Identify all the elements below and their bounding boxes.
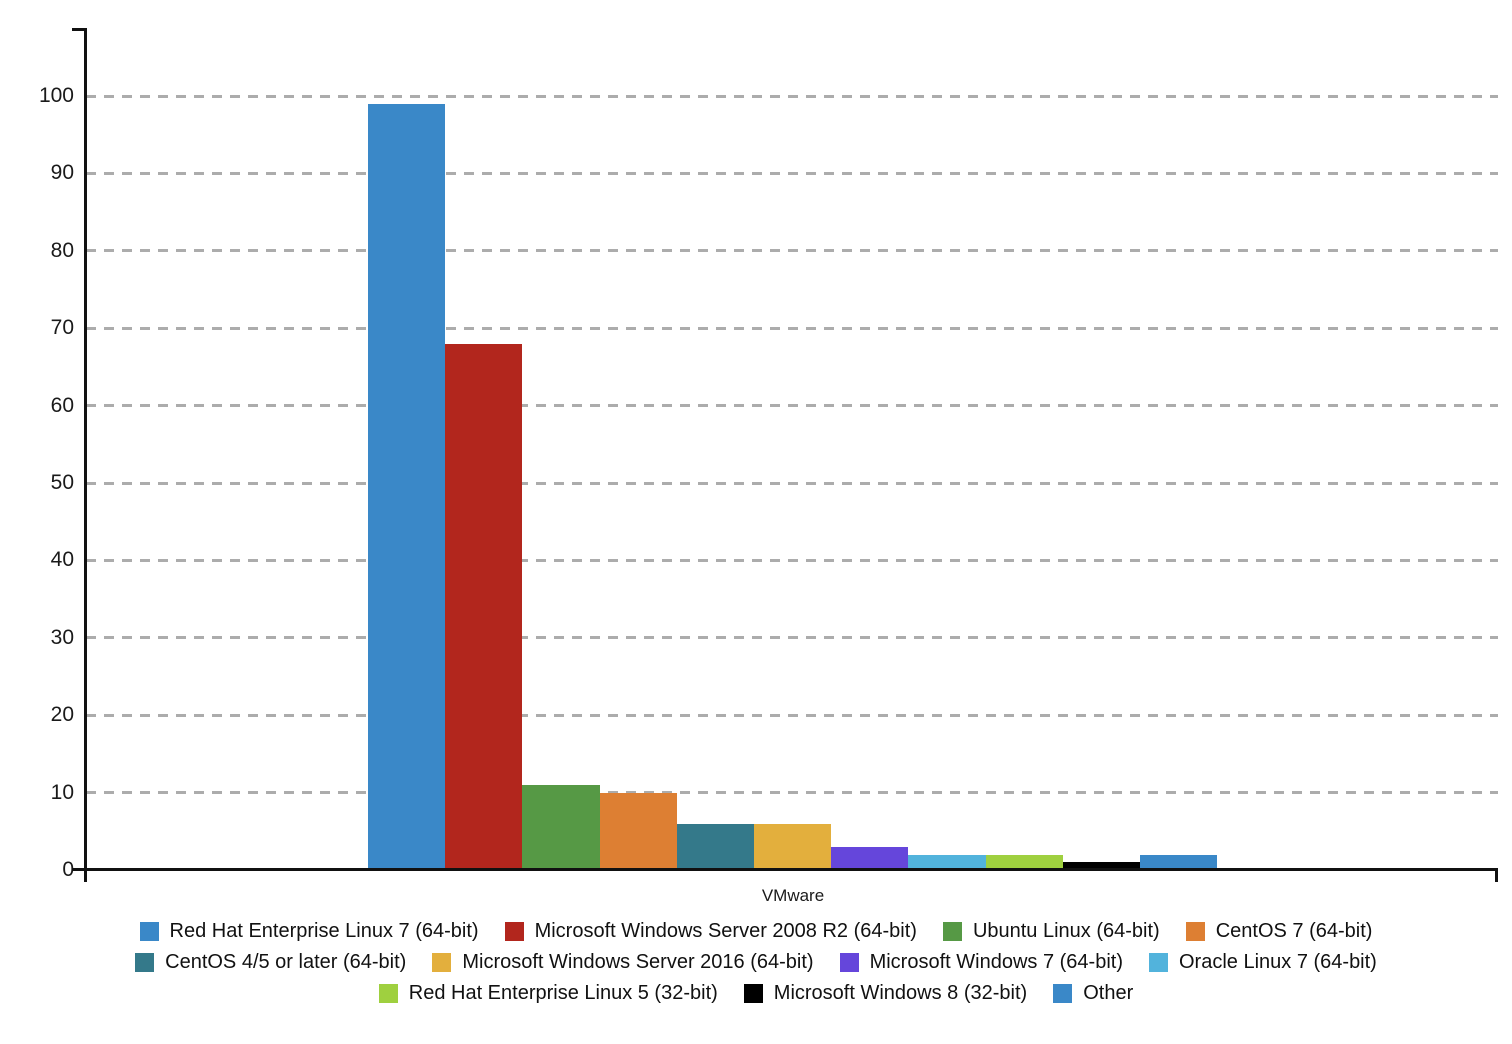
legend-label: Other	[1083, 982, 1134, 1004]
legend-swatch-icon	[504, 922, 524, 941]
legend-label: Microsoft Windows Server 2016 (64-bit)	[462, 951, 814, 973]
legend-label: CentOS 4/5 or later (64-bit)	[165, 951, 407, 973]
y-tick-label-0: 0	[62, 858, 74, 881]
y-tick-label-80: 80	[50, 238, 74, 262]
bar-5[interactable]	[754, 824, 831, 868]
legend-label: Red Hat Enterprise Linux 7 (64-bit)	[169, 920, 479, 942]
legend-item-10[interactable]: Other	[1053, 982, 1133, 1005]
bar-1[interactable]	[445, 344, 522, 868]
y-axis-line	[84, 28, 87, 882]
legend-swatch-icon	[743, 984, 763, 1003]
legend-swatch-icon	[139, 922, 159, 941]
bar-9[interactable]	[1063, 862, 1140, 868]
legend-item-8[interactable]: Red Hat Enterprise Linux 5 (32-bit)	[378, 982, 718, 1005]
y-tick-label-20: 20	[50, 703, 74, 727]
legend-label: Red Hat Enterprise Linux 5 (32-bit)	[408, 982, 718, 1004]
gridline-80	[86, 249, 1498, 253]
legend-label: Oracle Linux 7 (64-bit)	[1178, 951, 1377, 973]
legend-label: Ubuntu Linux (64-bit)	[972, 920, 1160, 942]
y-tick-label-10: 10	[50, 780, 74, 804]
gridline-60	[86, 404, 1498, 408]
legend-item-5[interactable]: Microsoft Windows Server 2016 (64-bit)	[432, 951, 814, 974]
legend-item-0[interactable]: Red Hat Enterprise Linux 7 (64-bit)	[139, 920, 479, 943]
bar-6[interactable]	[831, 847, 908, 868]
bar-7[interactable]	[908, 855, 986, 868]
bar-8[interactable]	[986, 855, 1063, 868]
x-axis-line	[72, 868, 1498, 871]
legend-item-7[interactable]: Oracle Linux 7 (64-bit)	[1148, 951, 1377, 974]
gridline-20	[86, 713, 1498, 717]
legend-label: CentOS 7 (64-bit)	[1215, 920, 1373, 942]
y-tick-label-30: 30	[50, 625, 74, 649]
y-tick-label-70: 70	[50, 316, 74, 340]
bar-0[interactable]	[368, 104, 445, 868]
legend-swatch-icon	[432, 953, 452, 972]
legend-swatch-icon	[378, 984, 398, 1003]
y-tick-label-40: 40	[50, 548, 74, 572]
x-axis-right-cap	[1495, 868, 1498, 882]
legend-label: Microsoft Windows Server 2008 R2 (64-bit…	[534, 920, 917, 942]
legend-item-4[interactable]: CentOS 4/5 or later (64-bit)	[135, 951, 406, 974]
legend-label: Microsoft Windows 7 (64-bit)	[869, 951, 1123, 973]
legend-swatch-icon	[942, 922, 962, 941]
legend-label: Microsoft Windows 8 (32-bit)	[773, 982, 1028, 1004]
gridline-10	[86, 791, 1498, 795]
legend-swatch-icon	[1185, 922, 1205, 941]
x-axis-category-label: VMware	[761, 886, 825, 905]
legend-row-1: Red Hat Enterprise Linux 7 (64-bit) Micro…	[0, 920, 1512, 943]
legend-item-3[interactable]: CentOS 7 (64-bit)	[1185, 920, 1373, 943]
y-tick-label-90: 90	[50, 161, 74, 185]
gridline-100	[86, 94, 1498, 98]
chart-legend: Red Hat Enterprise Linux 7 (64-bit) Micro…	[0, 920, 1512, 1005]
gridline-70	[86, 326, 1498, 330]
bar-10[interactable]	[1140, 855, 1217, 868]
legend-item-1[interactable]: Microsoft Windows Server 2008 R2 (64-bit…	[504, 920, 917, 943]
legend-swatch-icon	[1148, 953, 1168, 972]
legend-swatch-icon	[135, 953, 155, 972]
y-tick-label-100: 100	[38, 84, 74, 107]
gridline-50	[86, 481, 1498, 485]
y-axis-top-cap	[72, 28, 87, 31]
legend-row-3: Red Hat Enterprise Linux 5 (32-bit) Micro…	[0, 982, 1512, 1005]
legend-item-2[interactable]: Ubuntu Linux (64-bit)	[942, 920, 1160, 943]
y-tick-label-50: 50	[50, 471, 74, 494]
gridline-40	[86, 558, 1498, 562]
bar-3[interactable]	[600, 793, 677, 868]
bar-4[interactable]	[677, 824, 754, 868]
legend-swatch-icon	[839, 953, 859, 972]
legend-item-6[interactable]: Microsoft Windows 7 (64-bit)	[839, 951, 1123, 974]
legend-item-9[interactable]: Microsoft Windows 8 (32-bit)	[743, 982, 1028, 1005]
y-tick-label-60: 60	[50, 393, 74, 417]
gridline-30	[86, 636, 1498, 640]
gridline-90	[86, 171, 1498, 175]
legend-row-2: CentOS 4/5 or later (64-bit) Microsoft Wi…	[0, 951, 1512, 974]
legend-swatch-icon	[1053, 984, 1073, 1003]
bar-2[interactable]	[522, 785, 600, 868]
